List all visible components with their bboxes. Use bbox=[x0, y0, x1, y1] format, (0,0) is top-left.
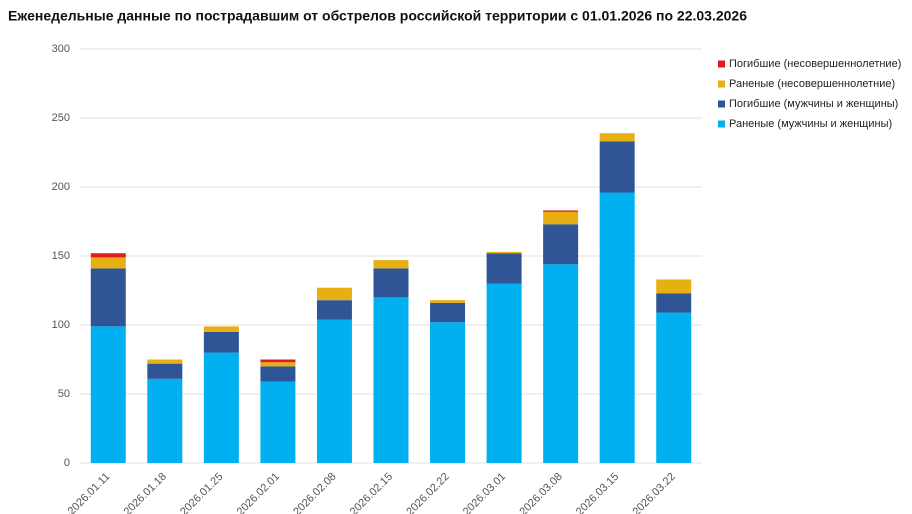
y-tick-label: 50 bbox=[58, 388, 70, 400]
y-tick-label: 100 bbox=[52, 319, 70, 331]
x-tick-label: -2026.02.15 bbox=[345, 471, 395, 514]
bar-segment bbox=[147, 363, 183, 379]
bar-segment bbox=[260, 362, 296, 367]
legend-swatch bbox=[718, 60, 725, 68]
bar-segment bbox=[147, 378, 183, 463]
x-tick-label: -2026.02.22 bbox=[402, 471, 452, 514]
x-tick-label: -2026.03.22 bbox=[628, 471, 678, 514]
bar-segment bbox=[203, 326, 239, 332]
legend-swatch bbox=[718, 120, 725, 128]
y-tick-label: 200 bbox=[52, 181, 70, 193]
x-tick-label: -2026.01.18 bbox=[119, 471, 169, 514]
legend-label: Погибшие (мужчины и женщины) bbox=[729, 98, 898, 110]
legend-label: Раненые (несовершеннолетние) bbox=[729, 78, 895, 90]
x-tick-label: -2026.03.01 bbox=[458, 471, 508, 514]
bar-segment bbox=[316, 300, 352, 320]
bar-segment bbox=[543, 211, 579, 225]
bar-segment bbox=[599, 192, 635, 463]
bar-segment bbox=[90, 268, 126, 327]
bar-segment bbox=[430, 300, 466, 303]
bar-segment bbox=[430, 302, 466, 323]
bar-segment bbox=[203, 352, 239, 463]
bar-segment bbox=[599, 141, 635, 193]
bar-segment bbox=[316, 319, 352, 463]
bar-segment bbox=[656, 312, 692, 463]
x-tick-label: -2026.02.01 bbox=[232, 471, 282, 514]
bar-segment bbox=[373, 297, 409, 463]
bar-segment bbox=[316, 287, 352, 301]
bar-segment bbox=[373, 260, 409, 269]
legend-swatch bbox=[718, 80, 725, 88]
bar-segment bbox=[656, 293, 692, 313]
y-tick-label: 300 bbox=[52, 43, 70, 55]
bar-segment bbox=[90, 257, 126, 269]
bar-segment bbox=[486, 253, 522, 284]
bar-segment bbox=[373, 268, 409, 298]
bar-segment bbox=[656, 279, 692, 294]
x-tick-label: -2026.02.08 bbox=[289, 471, 339, 514]
y-tick-label: 150 bbox=[52, 250, 70, 262]
y-tick-label: 0 bbox=[64, 457, 70, 469]
bar-segment bbox=[430, 322, 466, 463]
bar-segment bbox=[599, 133, 635, 142]
y-tick-label: 250 bbox=[52, 112, 70, 124]
legend-label: Раненые (мужчины и женщины) bbox=[729, 118, 892, 130]
bar-segment bbox=[147, 359, 183, 364]
legend-label: Погибшие (несовершеннолетние) bbox=[729, 58, 901, 70]
x-tick-label: -2026.01.25 bbox=[176, 471, 226, 514]
bar-segment bbox=[543, 224, 579, 265]
x-tick-label: 1-2026.01.11 bbox=[59, 471, 113, 514]
bar-segment bbox=[543, 264, 579, 463]
bar-segment bbox=[90, 253, 126, 258]
bar-segment bbox=[260, 381, 296, 463]
bar-segment bbox=[543, 210, 579, 212]
x-tick-label: -2026.03.08 bbox=[515, 471, 565, 514]
bar-segment bbox=[486, 283, 522, 463]
bar-segment bbox=[486, 251, 522, 254]
bar-segment bbox=[260, 366, 296, 382]
chart-title: Еженедельные данные по пострадавшим от о… bbox=[8, 8, 747, 24]
x-tick-label: -2026.03.15 bbox=[571, 471, 621, 514]
bar-segment bbox=[203, 331, 239, 353]
bar-segment bbox=[90, 326, 126, 463]
legend-swatch bbox=[718, 100, 725, 108]
bar-segment bbox=[260, 359, 296, 363]
